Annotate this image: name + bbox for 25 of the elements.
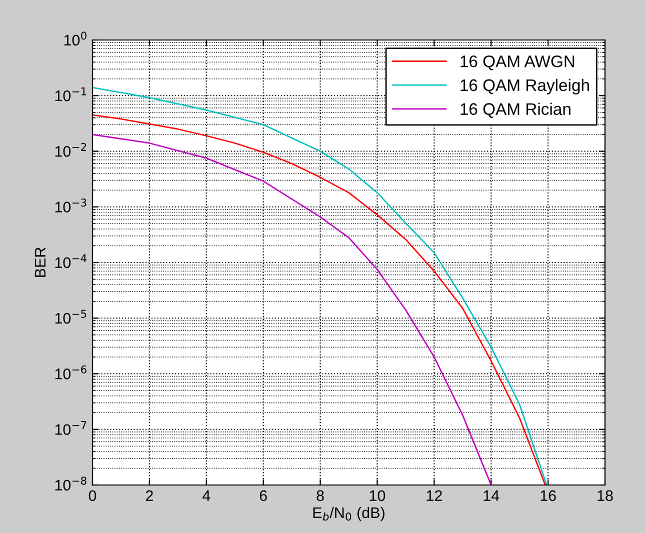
x-axis-title: E$_{b}$/N$_{0}$ (dB) [313, 506, 384, 522]
legend-label: 16 QAM AWGN [460, 55, 574, 70]
y-tick-label: 10$^{−2}$ [55, 142, 86, 157]
y-tick-label: 10$^{−1}$ [55, 87, 86, 102]
x-tick-label: 16 [540, 490, 556, 502]
y-tick-label: 10$^{0}$ [64, 32, 86, 46]
y-tick-label: 10$^{−3}$ [55, 198, 86, 212]
legend-label: 16 QAM Rician [460, 102, 570, 118]
legend-label: 16 QAM Rayleigh [460, 78, 589, 94]
x-tick-label: 10 [370, 490, 386, 502]
x-tick-label: 6 [260, 490, 267, 502]
y-tick-label: 10$^{−8}$ [55, 476, 86, 491]
x-tick-label: 8 [316, 490, 324, 502]
y-tick-label: 10$^{−7}$ [55, 421, 86, 435]
x-tick-label: 14 [484, 490, 500, 501]
line-series [92, 134, 492, 485]
x-tick-label: 12 [426, 490, 442, 501]
y-tick-label: 10$^{−4}$ [55, 254, 86, 268]
x-tick-label: 4 [202, 490, 210, 501]
x-tick-label: 2 [146, 490, 153, 501]
x-tick-label: 18 [598, 490, 613, 502]
x-tick-label: 0 [88, 490, 96, 502]
y-tick-label: 10$^{−6}$ [55, 365, 86, 380]
y-tick-label: 10$^{−5}$ [55, 310, 86, 324]
y-axis-title: BER [34, 248, 46, 277]
